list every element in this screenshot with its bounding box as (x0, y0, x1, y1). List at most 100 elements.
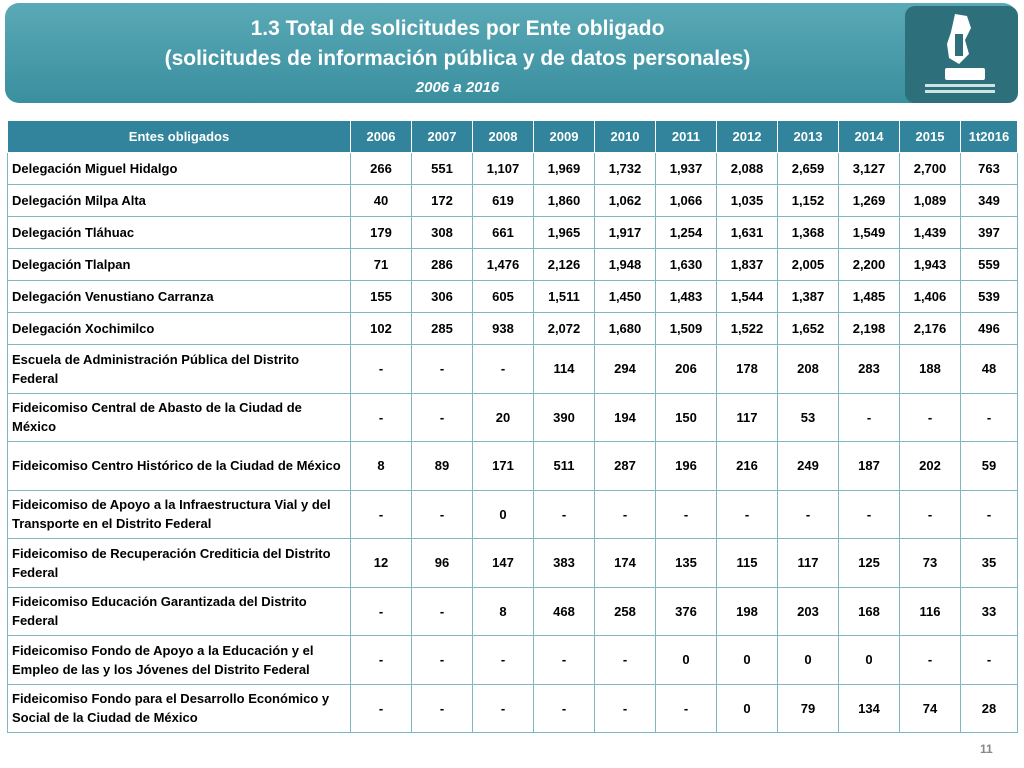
column-header: 2011 (655, 120, 717, 153)
cell: 117 (716, 392, 778, 442)
cell: 179 (350, 216, 412, 249)
cell: 286 (411, 248, 473, 281)
column-header: 2010 (594, 120, 656, 153)
cell: - (411, 392, 473, 442)
row-label: Delegación Venustiano Carranza (7, 280, 351, 313)
cell: 0 (716, 635, 778, 685)
cell: 1,476 (472, 248, 534, 281)
cell: 198 (716, 586, 778, 636)
cell: 150 (655, 392, 717, 442)
cell: 171 (472, 441, 534, 491)
cell: 397 (960, 216, 1018, 249)
cell: 134 (838, 683, 900, 733)
table-row: Escuela de Administración Pública del Di… (7, 344, 1018, 394)
cell: 168 (838, 586, 900, 636)
cell: 0 (716, 683, 778, 733)
cell: 2,200 (838, 248, 900, 281)
cell: 1,439 (899, 216, 961, 249)
cell: 1,035 (716, 184, 778, 217)
column-header: 2009 (533, 120, 595, 153)
cell: 114 (533, 344, 595, 394)
cell: 1,860 (533, 184, 595, 217)
cell: 202 (899, 441, 961, 491)
cell: 1,511 (533, 280, 595, 313)
cell: - (472, 635, 534, 685)
column-header: 1t2016 (960, 120, 1018, 153)
cell: 0 (472, 489, 534, 539)
title: 1.3 Total de solicitudes por Ente obliga… (250, 17, 665, 40)
cell: 308 (411, 216, 473, 249)
cell: 1,965 (533, 216, 595, 249)
table-row: Fideicomiso Fondo para el Desarrollo Eco… (7, 683, 1018, 733)
cell: 115 (716, 538, 778, 588)
cell: 194 (594, 392, 656, 442)
cell: 96 (411, 538, 473, 588)
cell: 349 (960, 184, 1018, 217)
cell: 1,152 (777, 184, 839, 217)
row-label: Delegación Miguel Hidalgo (7, 152, 351, 185)
cell: 8 (350, 441, 412, 491)
cell: 1,631 (716, 216, 778, 249)
table-row: Delegación Tlalpan 71 286 1,476 2,126 1,948 1,… (7, 248, 1018, 281)
table-row: Delegación Milpa Alta 40 172 619 1,860 1,062 1… (7, 184, 1018, 217)
cell: - (411, 586, 473, 636)
cell: 1,066 (655, 184, 717, 217)
cell: - (350, 586, 412, 636)
cell: - (350, 683, 412, 733)
cell: 1,483 (655, 280, 717, 313)
cell: - (411, 344, 473, 394)
cell: 48 (960, 344, 1018, 394)
column-header: 2007 (411, 120, 473, 153)
cell: 3,127 (838, 152, 900, 185)
cell: - (533, 635, 595, 685)
cell: 1,943 (899, 248, 961, 281)
cell: 147 (472, 538, 534, 588)
cell: 40 (350, 184, 412, 217)
cell: 1,837 (716, 248, 778, 281)
table-row: Fideicomiso Centro Histórico de la Ciuda… (7, 441, 1018, 491)
column-header: 2006 (350, 120, 412, 153)
cell: 306 (411, 280, 473, 313)
row-label: Fideicomiso de Recuperación Crediticia d… (7, 538, 351, 588)
column-header: 2015 (899, 120, 961, 153)
table-row: Delegación Xochimilco 102 285 938 2,072 1,680… (7, 312, 1018, 345)
cell: 1,652 (777, 312, 839, 345)
cell: 187 (838, 441, 900, 491)
cell: 1,917 (594, 216, 656, 249)
cell: 1,387 (777, 280, 839, 313)
cell: 468 (533, 586, 595, 636)
column-header: 2014 (838, 120, 900, 153)
cell: - (594, 683, 656, 733)
cell: - (411, 635, 473, 685)
banner: 1.3 Total de solicitudes por Ente obliga… (5, 3, 1017, 103)
cell: 188 (899, 344, 961, 394)
table-row: Fideicomiso Central de Abasto de la Ciud… (7, 392, 1018, 442)
table-row: Delegación Tláhuac 179 308 661 1,965 1,917 1,2… (7, 216, 1018, 249)
cell: 1,368 (777, 216, 839, 249)
cell: 0 (777, 635, 839, 685)
cell: 155 (350, 280, 412, 313)
row-label: Escuela de Administración Pública del Di… (7, 344, 351, 394)
cell: 376 (655, 586, 717, 636)
cell: 1,062 (594, 184, 656, 217)
cell: - (533, 683, 595, 733)
cell: - (411, 683, 473, 733)
cell: 117 (777, 538, 839, 588)
cell: 135 (655, 538, 717, 588)
cell: 208 (777, 344, 839, 394)
row-label: Fideicomiso Centro Histórico de la Ciuda… (7, 441, 351, 491)
cell: 12 (350, 538, 412, 588)
cell: 1,680 (594, 312, 656, 345)
row-label: Delegación Tláhuac (7, 216, 351, 249)
cell: 35 (960, 538, 1018, 588)
cell: 283 (838, 344, 900, 394)
column-header: Entes obligados (7, 120, 351, 153)
cell: 390 (533, 392, 595, 442)
cell: 0 (655, 635, 717, 685)
cell: 53 (777, 392, 839, 442)
cell: - (472, 683, 534, 733)
cell: 2,088 (716, 152, 778, 185)
cell: - (838, 392, 900, 442)
row-label: Fideicomiso Central de Abasto de la Ciud… (7, 392, 351, 442)
